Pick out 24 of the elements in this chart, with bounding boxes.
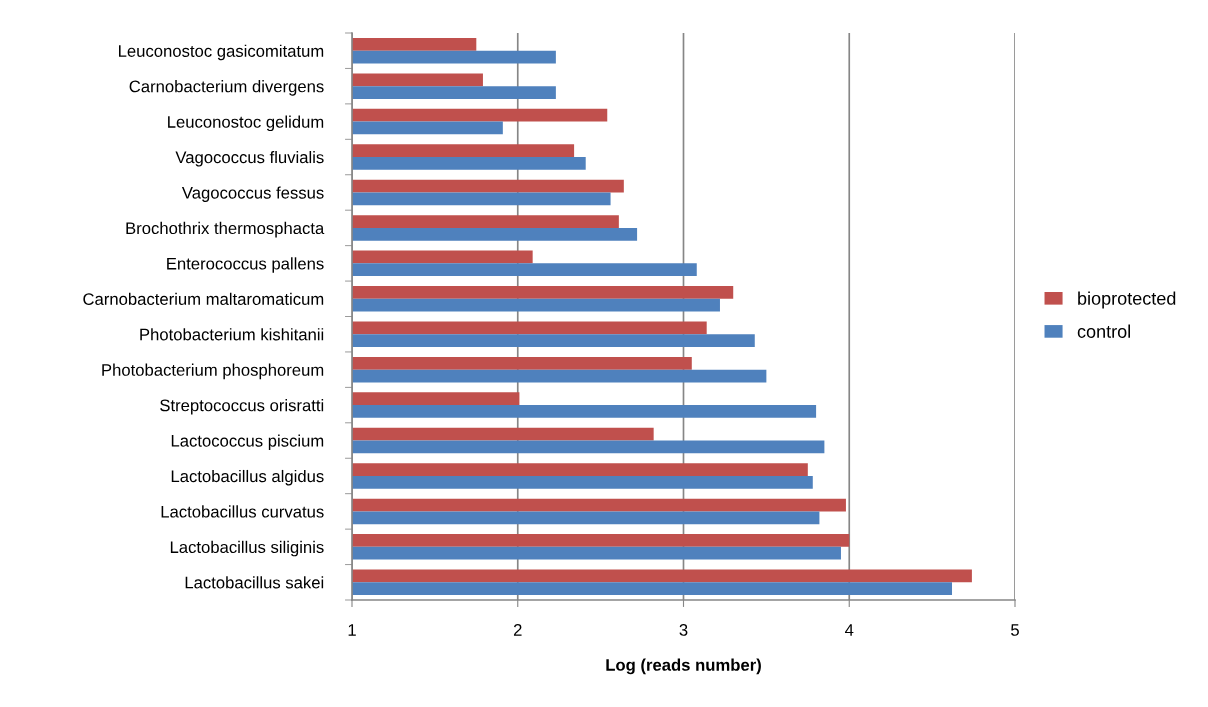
y-tick-label: Photobacterium kishitanii bbox=[140, 328, 324, 341]
y-tick-label: Vagococcus fessus bbox=[181, 186, 324, 202]
y-tick-label: Leuconostoc gasicomitatum bbox=[119, 44, 324, 61]
x-tick-label: 2 bbox=[513, 624, 522, 636]
y-tick-label: Lactococcus piscium bbox=[171, 434, 324, 451]
x-tick-label: 4 bbox=[845, 624, 854, 636]
y-tick-label: Carnobacterium divergens bbox=[129, 80, 324, 96]
y-tick-label: Vagococcus fluvialis bbox=[175, 150, 324, 167]
y-tick-label: Lactobacillus curvatus bbox=[161, 505, 324, 518]
y-tick-label: Brochothrix thermosphacta bbox=[126, 221, 325, 238]
y-tick-label: Lactobacillus siliginis bbox=[170, 540, 324, 557]
y-tick-label: Lactobacillus sakei bbox=[185, 576, 324, 589]
y-tick-label: Photobacterium phosphoreum bbox=[102, 363, 324, 380]
x-tick-label: 1 bbox=[348, 624, 356, 636]
y-tick-label: Carnobacterium maltaromaticum bbox=[83, 292, 324, 305]
legend-label: bioprotected bbox=[1078, 291, 1176, 309]
y-tick-label: Streptococcus orisratti bbox=[160, 399, 324, 415]
x-axis-title: Log (reads number) bbox=[606, 658, 761, 675]
x-tick-label: 3 bbox=[679, 624, 688, 636]
y-tick-label: Leuconostoc gelidum bbox=[168, 115, 324, 132]
legend-label: control bbox=[1077, 324, 1130, 338]
y-tick-label: Enterococcus pallens bbox=[167, 257, 324, 273]
x-tick-label: 5 bbox=[1011, 624, 1019, 636]
y-tick-label: Lactobacillus algidus bbox=[171, 469, 324, 486]
